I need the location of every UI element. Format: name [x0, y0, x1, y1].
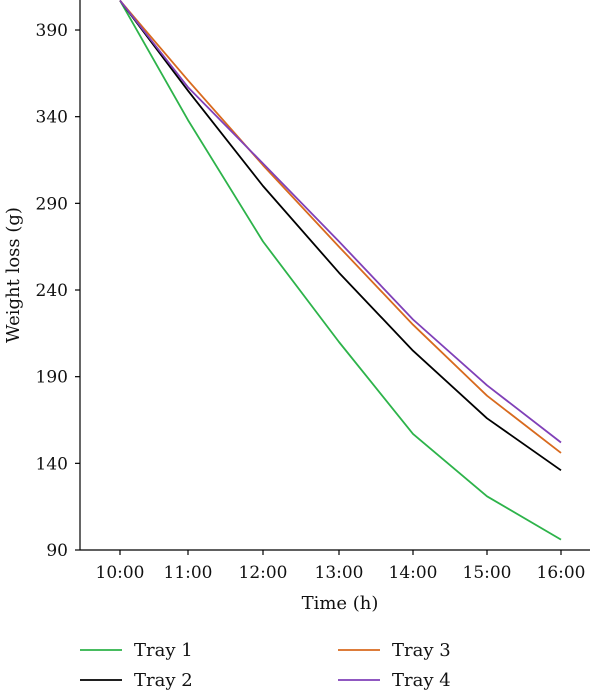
y-tick-label: 340 [36, 108, 68, 128]
legend: Tray 1 Tray 2 Tray 3 Tray 4 [80, 640, 451, 691]
y-tick-label: 90 [46, 541, 68, 561]
y-ticks: 90 140 190 240 290 340 390 [36, 21, 80, 561]
y-tick-label: 390 [36, 21, 68, 41]
series-line-tray-1 [119, 0, 562, 541]
y-tick-label: 140 [36, 454, 68, 474]
series-lines [119, 0, 562, 541]
y-tick-label: 190 [36, 368, 68, 388]
x-tick-label: 15:00 [463, 563, 512, 583]
x-tick-label: 14:00 [389, 563, 438, 583]
legend-label-tray-2: Tray 2 [134, 670, 193, 691]
legend-label-tray-1: Tray 1 [134, 640, 193, 661]
legend-label-tray-3: Tray 3 [392, 640, 451, 661]
x-ticks: 10:00 11:00 12:00 13:00 14:00 15:00 16:00 [96, 550, 586, 583]
y-axis-label: Weight loss (g) [3, 207, 24, 343]
y-tick-label: 240 [36, 281, 68, 301]
series-line-tray-2 [119, 0, 562, 472]
x-tick-label: 12:00 [239, 563, 288, 583]
legend-label-tray-4: Tray 4 [392, 670, 451, 691]
x-tick-label: 16:00 [537, 563, 586, 583]
x-tick-label: 10:00 [96, 563, 145, 583]
y-tick-label: 290 [36, 194, 68, 214]
x-tick-label: 11:00 [164, 563, 213, 583]
series-line-tray-4 [119, 0, 562, 444]
axes [79, 0, 590, 551]
series-line-tray-3 [119, 0, 562, 454]
x-axis-label: Time (h) [302, 593, 379, 614]
x-tick-label: 13:00 [315, 563, 364, 583]
